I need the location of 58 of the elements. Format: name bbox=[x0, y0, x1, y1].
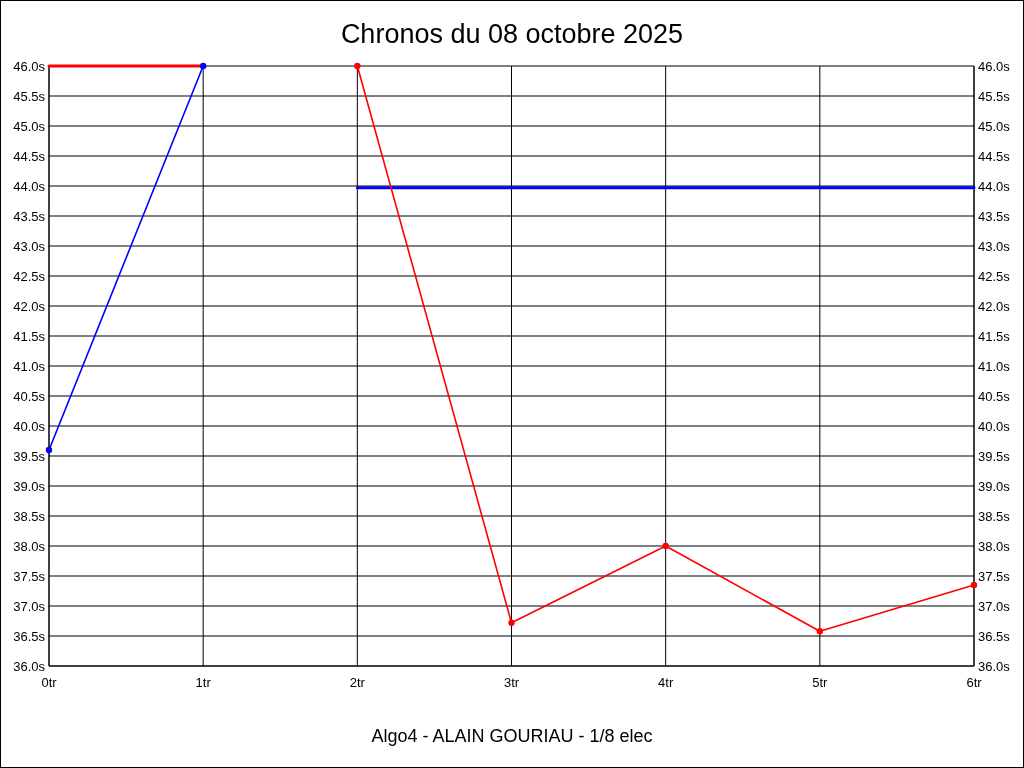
y-tick-label: 42.5s bbox=[13, 268, 46, 284]
y2-tick-label: 40.5s bbox=[978, 388, 1011, 404]
x-tick-label: 2tr bbox=[349, 675, 366, 690]
point bbox=[354, 62, 361, 70]
x-tick-label: 4tr bbox=[658, 675, 674, 690]
x-tick-label: 0tr bbox=[41, 675, 58, 690]
y2-tick-label: 44.0s bbox=[978, 178, 1011, 194]
x-tick-label: 6tr bbox=[966, 675, 983, 690]
y2-tick-label: 43.0s bbox=[978, 238, 1011, 254]
y-tick-label: 36.0s bbox=[13, 658, 46, 674]
y2-tick-label: 43.5s bbox=[978, 208, 1011, 224]
y-tick-label: 44.0s bbox=[13, 178, 46, 194]
y-tick-label: 45.5s bbox=[13, 88, 46, 104]
y2-tick-label: 41.5s bbox=[978, 328, 1011, 344]
y-tick-label: 42.0s bbox=[13, 298, 46, 314]
y-tick-label: 39.5s bbox=[13, 448, 46, 464]
y2-tick-label: 40.0s bbox=[978, 418, 1011, 434]
y2-tick-label: 45.0s bbox=[978, 118, 1011, 134]
y-tick-label: 41.0s bbox=[13, 358, 46, 374]
y2-tick-label: 39.0s bbox=[978, 478, 1011, 494]
y2-tick-label: 41.0s bbox=[978, 358, 1011, 374]
y2-tick-label: 38.0s bbox=[978, 538, 1011, 554]
y-tick-label: 40.5s bbox=[13, 388, 46, 404]
y2-tick-label: 39.5s bbox=[978, 448, 1011, 464]
y-tick-label: 38.5s bbox=[13, 508, 46, 524]
y2-tick-label: 44.5s bbox=[978, 148, 1011, 164]
y2-tick-label: 37.0s bbox=[978, 598, 1011, 614]
x-tick-label: 3tr bbox=[503, 675, 520, 690]
y-tick-label: 41.5s bbox=[13, 328, 46, 344]
y-tick-label: 37.5s bbox=[13, 568, 46, 584]
y2-tick-label: 45.5s bbox=[978, 88, 1011, 104]
y-tick-label: 39.0s bbox=[13, 478, 46, 494]
y2-tick-label: 42.0s bbox=[978, 298, 1011, 314]
point bbox=[45, 446, 53, 454]
y-tick-label: 46.0s bbox=[13, 58, 46, 74]
y-tick-label: 43.5s bbox=[13, 208, 46, 224]
y-tick-label: 44.5s bbox=[13, 148, 46, 164]
y-tick-label: 45.0s bbox=[13, 118, 46, 134]
y-tick-label: 43.0s bbox=[13, 238, 46, 254]
y2-tick-label: 42.5s bbox=[978, 268, 1011, 284]
y2-tick-label: 36.5s bbox=[978, 628, 1011, 644]
x-tick-label: 1tr bbox=[195, 675, 212, 690]
point bbox=[508, 619, 515, 626]
y-tick-label: 36.5s bbox=[13, 628, 46, 644]
point bbox=[816, 628, 824, 635]
y-tick-label: 38.0s bbox=[13, 538, 46, 554]
point bbox=[199, 62, 207, 70]
y-tick-label: 37.0s bbox=[13, 598, 46, 614]
x-axis-title: Algo4 - ALAIN GOURIAU - 1/8 elec bbox=[371, 726, 653, 746]
y2-tick-label: 36.0s bbox=[978, 658, 1011, 674]
y2-tick-label: 38.5s bbox=[978, 508, 1011, 524]
chart-title: Chronos du 08 octobre 2025 bbox=[340, 19, 684, 49]
point bbox=[970, 581, 978, 589]
x-tick-label: 5tr bbox=[812, 675, 829, 690]
y2-tick-label: 46.0s bbox=[978, 58, 1011, 74]
point bbox=[662, 542, 669, 550]
y2-tick-label: 37.5s bbox=[978, 568, 1011, 584]
y-tick-label: 40.0s bbox=[13, 418, 46, 434]
